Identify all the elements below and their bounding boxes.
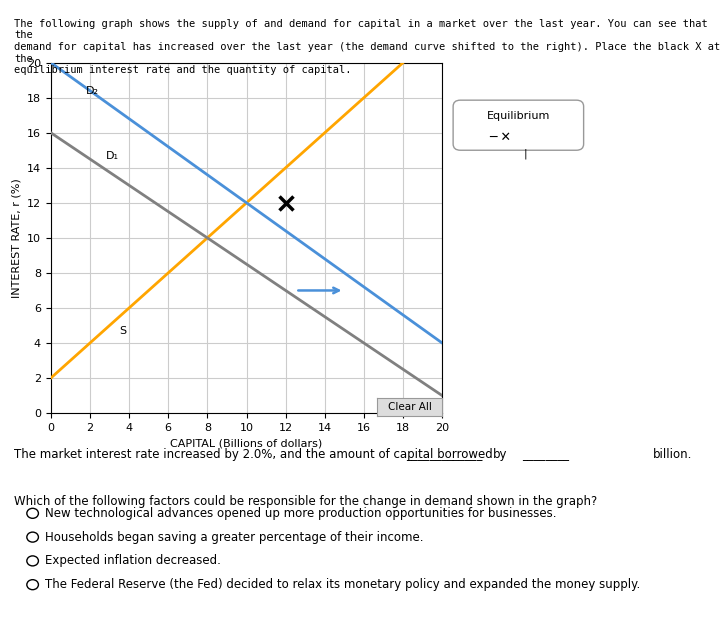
Text: by: by (493, 448, 508, 461)
Text: New technological advances opened up more production opportunities for businesse: New technological advances opened up mor… (45, 507, 557, 520)
Text: |: | (523, 148, 527, 158)
Text: ________: ________ (522, 448, 569, 461)
X-axis label: CAPITAL (Billions of dollars): CAPITAL (Billions of dollars) (170, 438, 323, 448)
Text: The Federal Reserve (the Fed) decided to relax its monetary policy and expanded : The Federal Reserve (the Fed) decided to… (45, 578, 640, 591)
Text: Households began saving a greater percentage of their income.: Households began saving a greater percen… (45, 531, 423, 543)
Text: _____________: _____________ (406, 448, 482, 461)
Y-axis label: INTEREST RATE, r (%): INTEREST RATE, r (%) (12, 178, 21, 298)
Text: The market interest rate increased by 2.0%, and the amount of capital borrowed: The market interest rate increased by 2.… (14, 448, 493, 461)
Text: D₂: D₂ (86, 86, 99, 96)
Text: S: S (119, 326, 126, 336)
Text: ─ ✕: ─ ✕ (489, 131, 511, 144)
Text: The following graph shows the supply of and demand for capital in a market over : The following graph shows the supply of … (14, 19, 721, 75)
Text: Equilibrium: Equilibrium (486, 111, 550, 121)
Text: D₁: D₁ (106, 151, 119, 161)
Text: Expected inflation decreased.: Expected inflation decreased. (45, 555, 221, 567)
Text: Which of the following factors could be responsible for the change in demand sho: Which of the following factors could be … (14, 495, 597, 508)
Text: Clear All: Clear All (388, 402, 431, 412)
Text: billion.: billion. (652, 448, 692, 461)
